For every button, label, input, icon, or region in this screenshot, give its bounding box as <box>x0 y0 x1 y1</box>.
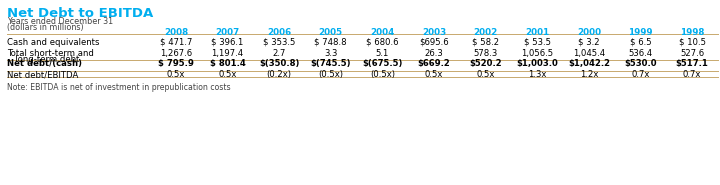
Text: 5.1: 5.1 <box>376 49 389 58</box>
Text: 1998: 1998 <box>680 28 704 37</box>
Text: $(350.8): $(350.8) <box>259 59 300 68</box>
Text: 2002: 2002 <box>474 28 498 37</box>
Text: $ 680.6: $ 680.6 <box>366 38 399 47</box>
Text: 1,267.6: 1,267.6 <box>160 49 192 58</box>
Text: $(675.5): $(675.5) <box>362 59 402 68</box>
Text: $1,003.0: $1,003.0 <box>516 59 558 68</box>
Text: 0.5x: 0.5x <box>477 70 495 79</box>
Text: (0.2x): (0.2x) <box>266 70 292 79</box>
Text: $530.0: $530.0 <box>624 59 657 68</box>
Text: $ 6.5: $ 6.5 <box>630 38 652 47</box>
Text: 2005: 2005 <box>319 28 343 37</box>
Text: 2006: 2006 <box>267 28 291 37</box>
Text: $ 795.9: $ 795.9 <box>158 59 194 68</box>
Text: $669.2: $669.2 <box>418 59 451 68</box>
Text: 2001: 2001 <box>525 28 549 37</box>
Text: long-term debt: long-term debt <box>7 55 79 64</box>
Text: 0.7x: 0.7x <box>683 70 701 79</box>
Text: 26.3: 26.3 <box>425 49 444 58</box>
Text: 536.4: 536.4 <box>629 49 652 58</box>
Text: 1,056.5: 1,056.5 <box>521 49 554 58</box>
Text: Net debt/(cash): Net debt/(cash) <box>7 59 82 68</box>
Text: $ 353.5: $ 353.5 <box>263 38 295 47</box>
Text: $517.1: $517.1 <box>676 59 708 68</box>
Text: $520.2: $520.2 <box>469 59 502 68</box>
Text: $ 53.5: $ 53.5 <box>523 38 551 47</box>
Text: (dollars in millions): (dollars in millions) <box>7 23 84 32</box>
Text: 1999: 1999 <box>629 28 653 37</box>
Text: $695.6: $695.6 <box>419 38 449 47</box>
Text: Cash and equivalents: Cash and equivalents <box>7 38 99 47</box>
Text: 2000: 2000 <box>577 28 601 37</box>
Text: 1,045.4: 1,045.4 <box>573 49 605 58</box>
Text: $ 58.2: $ 58.2 <box>472 38 499 47</box>
Text: $ 3.2: $ 3.2 <box>578 38 600 47</box>
Text: (0.5x): (0.5x) <box>370 70 395 79</box>
Text: 0.7x: 0.7x <box>631 70 649 79</box>
Text: Years ended December 31: Years ended December 31 <box>7 17 113 26</box>
Text: 1.3x: 1.3x <box>528 70 546 79</box>
Text: 1,197.4: 1,197.4 <box>212 49 243 58</box>
Text: Total short-term and: Total short-term and <box>7 49 94 58</box>
Text: $ 471.7: $ 471.7 <box>160 38 192 47</box>
Text: 3.3: 3.3 <box>324 49 338 58</box>
Text: 578.3: 578.3 <box>474 49 498 58</box>
Text: $ 10.5: $ 10.5 <box>679 38 706 47</box>
Text: 0.5x: 0.5x <box>218 70 237 79</box>
Text: $ 396.1: $ 396.1 <box>211 38 243 47</box>
Text: $ 748.8: $ 748.8 <box>315 38 347 47</box>
Text: $(745.5): $(745.5) <box>310 59 351 68</box>
Text: 527.6: 527.6 <box>680 49 704 58</box>
Text: (0.5x): (0.5x) <box>318 70 343 79</box>
Text: Net Debt to EBITDA: Net Debt to EBITDA <box>7 7 153 20</box>
Text: 0.5x: 0.5x <box>166 70 185 79</box>
Text: 0.5x: 0.5x <box>425 70 444 79</box>
Text: Net debt/EBITDA: Net debt/EBITDA <box>7 70 78 79</box>
Text: $ 801.4: $ 801.4 <box>210 59 246 68</box>
Text: 2003: 2003 <box>422 28 446 37</box>
Text: 2.7: 2.7 <box>272 49 286 58</box>
Text: $1,042.2: $1,042.2 <box>568 59 610 68</box>
Text: Note: EBITDA is net of investment in prepublication costs: Note: EBITDA is net of investment in pre… <box>7 83 230 92</box>
Text: 1.2x: 1.2x <box>580 70 598 79</box>
Text: 2007: 2007 <box>215 28 240 37</box>
Text: 2008: 2008 <box>163 28 188 37</box>
Text: 2004: 2004 <box>370 28 395 37</box>
